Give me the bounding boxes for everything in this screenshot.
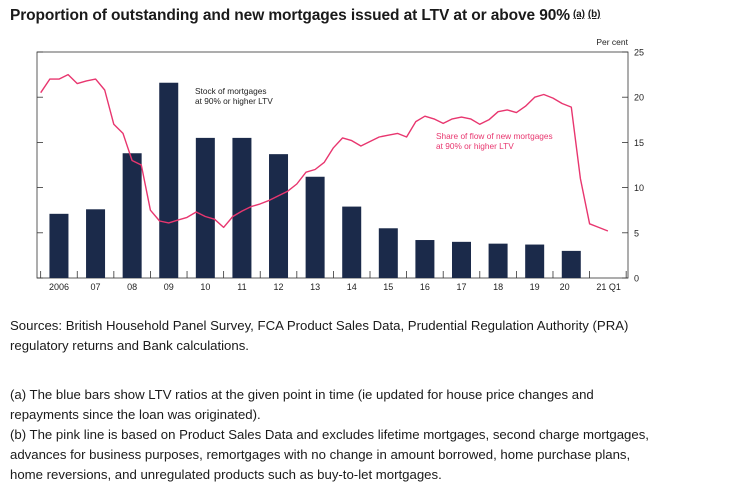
y-tick-label-4: 20 [634, 93, 644, 103]
series-label-stock-line-2: at 90% or higher LTV [195, 96, 273, 106]
title-note-b: (b) [587, 9, 601, 20]
x-tick-label-14: 20 [560, 282, 570, 292]
bar-2020 [561, 250, 581, 278]
chart-title: Proportion of outstanding and new mortga… [10, 7, 600, 25]
line-series-flow [40, 73, 609, 232]
chart: 0 5 10 15 20 25 Per cent 2006 07 08 09 10 11 12 13 14 15… [36, 37, 644, 292]
x-tick-label-7: 13 [310, 282, 320, 292]
note-b-line-3: home reversions, and unregulated product… [10, 467, 442, 482]
y-tick-label-0: 0 [634, 274, 639, 284]
x-tick-label-2: 08 [127, 282, 137, 292]
bar-2014 [342, 206, 362, 278]
x-tick-label-15: 21 Q1 [596, 282, 621, 292]
x-tick-label-11: 17 [456, 282, 466, 292]
y-tick-label-5: 25 [634, 48, 644, 58]
bar-2009 [159, 82, 179, 279]
bar-2013 [305, 176, 325, 278]
x-tick-label-9: 15 [383, 282, 393, 292]
x-tick-label-5: 11 [237, 282, 246, 292]
title-note-a: (a) [572, 9, 585, 20]
x-tick-label-1: 07 [91, 282, 101, 292]
x-tick-label-12: 18 [493, 282, 503, 292]
bar-2011 [232, 137, 252, 278]
sources-line-2: regulatory returns and Bank calculations… [10, 338, 249, 353]
series-label-stock-line-1: Stock of mortgages [195, 86, 266, 96]
y-unit-label: Per cent [596, 37, 628, 47]
y-tick-label-1: 5 [634, 228, 639, 238]
sources-line-1: Sources: British Household Panel Survey,… [10, 318, 629, 333]
y-tick-label-3: 15 [634, 138, 644, 148]
bar-2016 [415, 240, 435, 278]
bar-2006 [49, 213, 69, 278]
bar-2012 [269, 154, 289, 278]
note-b-line-2: advances for business purposes, remortga… [10, 447, 631, 462]
series-label-flow-line-2: at 90% or higher LTV [436, 141, 514, 151]
bar-2018 [488, 243, 508, 278]
x-tick-label-3: 09 [164, 282, 174, 292]
x-tick-label-0: 2006 [49, 282, 69, 292]
x-tick-label-4: 10 [200, 282, 210, 292]
x-tick-label-8: 14 [347, 282, 357, 292]
x-tick-label-6: 12 [274, 282, 284, 292]
series-label-flow-line-1: Share of flow of new mortgages [436, 131, 553, 141]
note-a-line-1: (a) The blue bars show LTV ratios at the… [10, 387, 594, 402]
note-a-line-2: repayments since the loan was originated… [10, 407, 261, 422]
x-tick-label-13: 19 [530, 282, 540, 292]
x-tick-label-10: 16 [420, 282, 430, 292]
bar-2019 [525, 244, 545, 278]
bar-2010 [195, 137, 215, 278]
plot-frame [36, 51, 629, 279]
bar-2017 [451, 241, 471, 278]
bar-2008 [122, 153, 142, 278]
bar-2015 [378, 228, 398, 278]
note-b-line-1: (b) The pink line is based on Product Sa… [10, 427, 649, 442]
y-tick-label-2: 10 [634, 183, 644, 193]
chart-title-text: Proportion of outstanding and new mortga… [10, 7, 570, 24]
bar-2007 [86, 209, 106, 278]
